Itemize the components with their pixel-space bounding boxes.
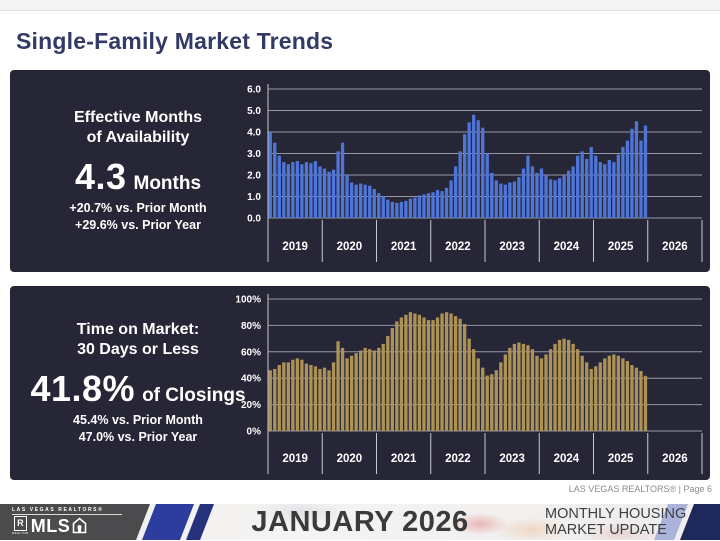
logo-brand-text: LAS VEGAS REALTORS®	[12, 507, 122, 515]
chart-title-line2: of Availability	[86, 129, 190, 146]
svg-text:2020: 2020	[337, 453, 363, 465]
svg-text:2025: 2025	[608, 241, 634, 253]
delta-vs-prior-month: +20.7% vs. Prior Month	[69, 201, 207, 215]
svg-text:2024: 2024	[554, 453, 580, 465]
footer-month-label: JANUARY 2026	[251, 506, 469, 538]
mls-house-icon	[72, 517, 87, 534]
stat-unit: Months	[133, 173, 202, 194]
slide-top-strip	[0, 0, 720, 11]
delta-vs-prior-year: 47.0% vs. Prior Year	[78, 430, 198, 444]
svg-text:5.0: 5.0	[247, 106, 261, 117]
chart-title-line1: Effective Months	[73, 109, 202, 126]
realtor-r-icon: R REALTOR	[12, 516, 29, 535]
credit-line: LAS VEGAS REALTORS® | Page 6	[568, 484, 712, 494]
chart-title-line2: 30 Days or Less	[77, 341, 199, 358]
chart-title-line1: Time on Market:	[76, 321, 200, 338]
months-availability-info: Effective Months of Availability 4.3 Mon…	[10, 70, 266, 272]
footer-update-label: MONTHLY HOUSING MARKET UPDATE	[545, 506, 687, 538]
svg-text:6.0: 6.0	[247, 85, 261, 96]
svg-text:20%: 20%	[241, 400, 261, 411]
svg-text:2019: 2019	[282, 453, 308, 465]
svg-text:2023: 2023	[499, 453, 525, 465]
svg-text:2025: 2025	[608, 453, 634, 465]
stat-value: 41.8%	[30, 368, 136, 409]
stat-unit: of Closings	[142, 385, 246, 406]
svg-text:2024: 2024	[554, 241, 580, 253]
svg-text:2021: 2021	[391, 453, 417, 465]
svg-text:1.0: 1.0	[247, 192, 261, 203]
svg-text:60%: 60%	[241, 347, 261, 358]
svg-text:3.0: 3.0	[247, 149, 261, 160]
svg-text:80%: 80%	[241, 321, 261, 332]
lvr-mls-logo: LAS VEGAS REALTORS® R REALTOR MLS	[12, 507, 122, 535]
svg-text:2019: 2019	[282, 241, 308, 253]
svg-text:2026: 2026	[662, 241, 688, 253]
svg-text:2022: 2022	[445, 241, 471, 253]
mls-wordmark: MLS	[30, 515, 71, 536]
svg-text:2022: 2022	[445, 453, 471, 465]
time-on-market-info: Time on Market: 30 Days or Less 41.8% of…	[10, 286, 266, 480]
svg-text:2021: 2021	[391, 241, 417, 253]
svg-text:0.0: 0.0	[247, 214, 261, 225]
months-availability-panel: 6.0 5.0 4.0 3.0 2.0 1.0 0.0 2019 2020 2021 2022 202…	[10, 70, 710, 272]
svg-text:40%: 40%	[241, 374, 261, 385]
delta-vs-prior-year: +29.6% vs. Prior Year	[75, 218, 201, 232]
footer-banner: LAS VEGAS REALTORS® R REALTOR MLS JANUAR…	[0, 504, 720, 540]
svg-text:2.0: 2.0	[247, 171, 261, 182]
delta-vs-prior-month: 45.4% vs. Prior Month	[73, 413, 203, 427]
svg-text:0%: 0%	[247, 427, 262, 438]
svg-text:100%: 100%	[235, 295, 261, 306]
stat-value: 4.3	[74, 156, 127, 197]
time-on-market-chart: 100% 80% 60% 40% 20% 0% 2019 2020 2021 2022 2023 20…	[235, 294, 703, 474]
months-availability-chart: 6.0 5.0 4.0 3.0 2.0 1.0 0.0 2019 2020 2021 2022 202…	[247, 84, 703, 262]
svg-text:4.0: 4.0	[247, 128, 261, 139]
page-title: Single-Family Market Trends	[16, 28, 334, 54]
time-on-market-panel: 100% 80% 60% 40% 20% 0% 2019 2020 2021 2022 2023 20…	[10, 286, 710, 480]
svg-text:2020: 2020	[337, 241, 363, 253]
svg-text:2026: 2026	[662, 453, 688, 465]
svg-text:2023: 2023	[499, 241, 525, 253]
